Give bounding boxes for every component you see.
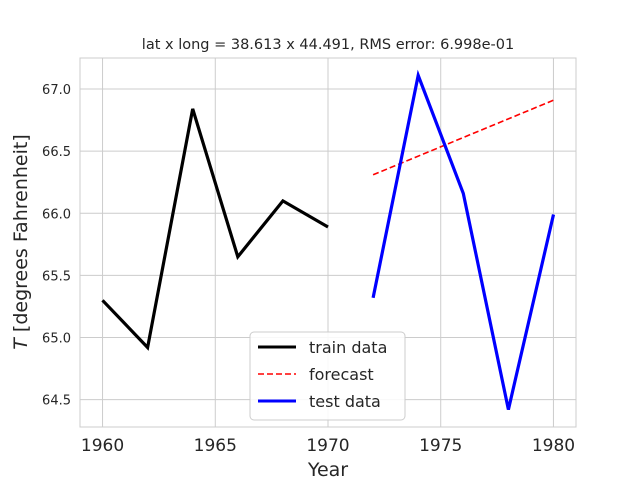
y-axis-label: T [degrees Fahrenheit] — [10, 134, 32, 349]
y-tick-label: 65.0 — [42, 332, 71, 347]
y-axis-label-units: [degrees Fahrenheit] — [10, 134, 32, 338]
y-tick-label: 65.5 — [42, 269, 71, 284]
x-tick-label: 1970 — [306, 436, 349, 456]
y-tick-label: 67.0 — [42, 83, 71, 98]
y-axis-label-symbol: T — [10, 337, 32, 350]
legend-label-forecast: forecast — [309, 365, 374, 384]
x-tick-label: 1965 — [194, 436, 237, 456]
chart-title: lat x long = 38.613 x 44.491, RMS error:… — [142, 37, 514, 53]
x-tick-label: 1975 — [419, 436, 462, 456]
x-tick-label: 1960 — [81, 436, 124, 456]
x-axis-label: Year — [307, 459, 348, 480]
x-tick-label: 1980 — [532, 436, 575, 456]
y-tick-label: 66.5 — [42, 145, 71, 160]
legend-label-test: test data — [309, 392, 381, 411]
y-tick-label: 66.0 — [42, 207, 71, 222]
y-tick-label: 64.5 — [42, 394, 71, 409]
legend-label-train: train data — [309, 338, 387, 357]
series-line-forecast — [372, 99, 554, 176]
series-line-train-data — [101, 108, 329, 351]
legend-box — [249, 331, 406, 421]
tick-labels: 1960 1965 1970 1975 1980 64.5 65.0 65.5 66.0 66.5… — [42, 83, 575, 456]
series-layer — [101, 69, 556, 410]
legend: train data forecast test data — [249, 331, 406, 421]
series-line-test-data — [371, 69, 556, 410]
